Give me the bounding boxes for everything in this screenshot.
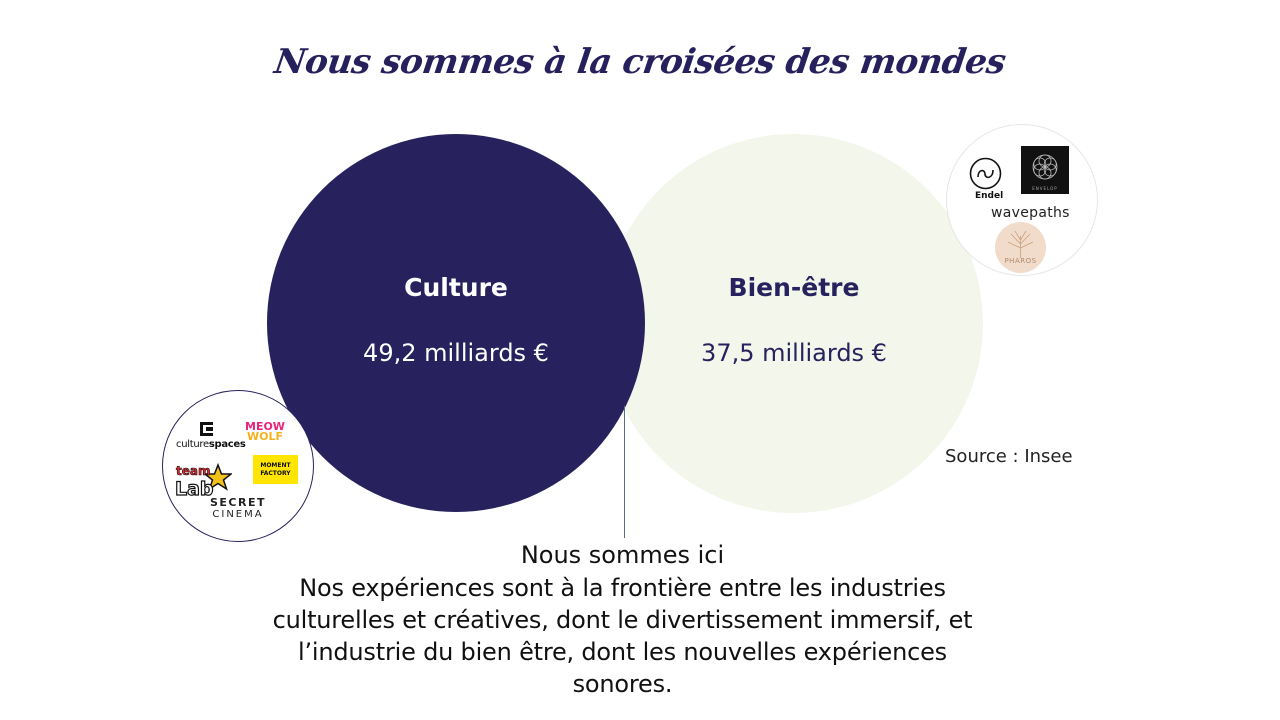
- caption-body: Nos expériences sont à la frontière entr…: [272, 574, 973, 698]
- endel-logo: Endel: [975, 191, 1004, 201]
- meow-wolf-text-2: WOLF: [246, 430, 283, 443]
- teamlab-text-2: Lab: [175, 478, 214, 499]
- caption: Nous sommes ici Nos expériences sont à l…: [250, 538, 995, 700]
- page-title: Nous sommes à la croisées des mondes: [271, 42, 1008, 82]
- meow-wolf-text-1: MEOW: [245, 420, 285, 433]
- culturespaces-logo-icon: [200, 422, 213, 436]
- meow-wolf-logo: MEOW WOLF: [245, 420, 285, 443]
- secret-cinema-logo: SECRET CINEMA: [210, 496, 266, 520]
- culture-value: 49,2 milliards €: [363, 339, 549, 367]
- envelop-logo: ENVELOP: [1021, 146, 1069, 194]
- caption-title: Nous sommes ici: [520, 541, 725, 569]
- pointer-line: [624, 406, 625, 538]
- bien-etre-circle: [604, 134, 983, 513]
- bien-etre-label: Bien-être: [728, 273, 860, 302]
- endel-logo-icon: [969, 157, 1002, 190]
- moment-factory-logo: MOMENT FACTORY: [253, 455, 298, 484]
- source-note: Source : Insee: [945, 446, 1073, 467]
- envelop-flower-icon: [1032, 154, 1058, 180]
- pharos-tree-icon: [1007, 230, 1034, 258]
- pharos-logo: PHAROS: [995, 222, 1046, 273]
- culture-label: Culture: [404, 273, 508, 302]
- teamlab-star-icon: [202, 462, 232, 491]
- teamlab-logo: team Lab: [174, 462, 232, 499]
- culture-circle: [267, 134, 645, 512]
- bien-etre-value: 37,5 milliards €: [701, 339, 887, 367]
- teamlab-text-1: team: [176, 464, 210, 478]
- culturespaces-logo: culturespaces: [176, 439, 246, 450]
- wavepaths-logo: wavepaths: [991, 205, 1070, 221]
